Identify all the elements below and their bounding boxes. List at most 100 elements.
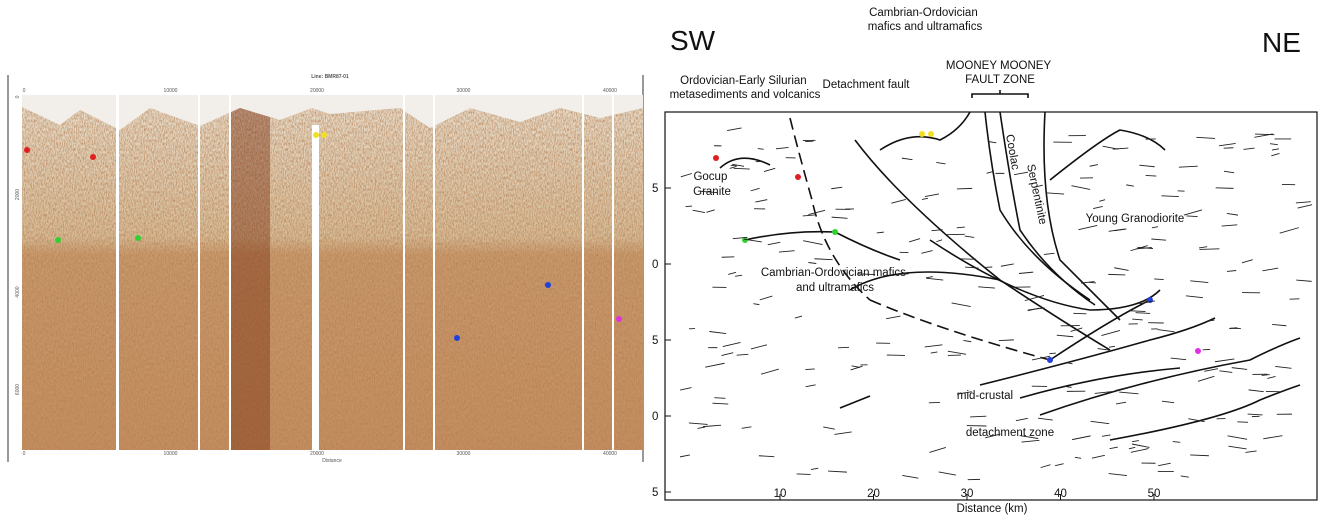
y-tick-label: 0 — [652, 259, 658, 271]
reflector-dash — [1271, 153, 1279, 155]
reflector-dash — [1071, 328, 1083, 331]
reflector-dash — [814, 259, 832, 260]
x-tick-label: 30000 — [457, 451, 471, 457]
label: Cambrian-Ordovician mafics and ultramafi… — [761, 267, 909, 294]
ne-label: NE — [1262, 27, 1301, 58]
reflector-dash — [925, 194, 939, 197]
y-tick-label: 2000 — [15, 189, 21, 200]
reflector-dash — [1228, 446, 1246, 449]
y-tick-label: 0 — [652, 411, 658, 423]
reflector-dash — [1173, 442, 1181, 443]
x-tick-label: 10000 — [164, 451, 178, 457]
reflector-dash — [1270, 144, 1278, 145]
reflector-dash — [1272, 324, 1286, 325]
reflector-dash — [831, 187, 842, 189]
reflector-dash — [1075, 457, 1081, 458]
x-tick-label: 30000 — [457, 88, 471, 94]
x-tick-label: 40000 — [603, 88, 617, 94]
reflector-dash — [714, 398, 725, 399]
reflector-dash — [758, 149, 764, 150]
reflector-dash — [1158, 463, 1170, 466]
reflector-dash — [1057, 335, 1073, 337]
reflector-dash — [1103, 146, 1119, 149]
reflector-dash — [1019, 272, 1033, 273]
reflector-dash — [1280, 228, 1299, 234]
label: Young Granodiorite — [1086, 213, 1185, 225]
x-tick-label: 40000 — [603, 451, 617, 457]
reflector-dash — [957, 227, 965, 228]
label-line: FAULT ZONE — [965, 74, 1035, 86]
reflector-dash — [1072, 436, 1090, 440]
reflector-dash — [723, 342, 741, 346]
reflector-dash — [1126, 185, 1134, 186]
reflector-dash — [921, 251, 932, 254]
reflector-dash — [832, 217, 848, 218]
reflector-dash — [1228, 436, 1248, 440]
reflector-dash — [828, 471, 847, 472]
reflector-dash — [965, 236, 974, 237]
reflector-dash — [709, 332, 726, 334]
reflector-dash — [1227, 213, 1238, 215]
reflector-dash — [803, 215, 815, 216]
reflector-dash — [1110, 447, 1118, 449]
reflector-dash — [1022, 440, 1040, 442]
reflector-dash — [1219, 143, 1236, 145]
reflector-dash — [1066, 363, 1072, 364]
reflector-dash — [1001, 264, 1014, 266]
reflector-dash — [1091, 421, 1110, 423]
label-line: Ordovician-Early Silurian — [680, 75, 807, 87]
reflector-dash — [808, 210, 825, 214]
reflector-dash — [1296, 280, 1311, 281]
reflector-dash — [764, 168, 775, 171]
reflector-dash — [728, 272, 736, 274]
reflector-dash — [987, 171, 994, 173]
y-tick-label: 5 — [652, 487, 658, 499]
reflector-dash — [929, 447, 945, 452]
reflector-dash — [1131, 311, 1146, 312]
reflector-dash — [823, 427, 835, 429]
label-line: Gocup — [693, 171, 727, 183]
reflector-dash — [753, 304, 759, 305]
reflector-dash — [886, 316, 900, 319]
reflector-dash — [1196, 137, 1215, 138]
reflector-dash — [965, 267, 978, 268]
reflector-dash — [852, 366, 860, 368]
reflector-dash — [922, 198, 928, 199]
reflector-dash — [693, 210, 705, 212]
reflector-dash — [1190, 455, 1209, 456]
reflector-dash — [1099, 200, 1105, 202]
reflector-dash — [1152, 227, 1158, 228]
reflector-dash — [1073, 313, 1086, 314]
reflector-dash — [1102, 435, 1110, 436]
reflector-dash — [742, 427, 752, 428]
right-x-label: Distance (km) — [957, 503, 1028, 515]
reflector-dash — [1132, 441, 1139, 442]
label: Cambrian-Ordovician mafics and ultramafi… — [868, 7, 983, 33]
reflector-dash — [1132, 444, 1149, 447]
reflector-dash — [970, 416, 986, 417]
reflector-dash — [755, 200, 767, 202]
reflector-dash — [936, 240, 942, 242]
reflector-dash — [891, 199, 905, 203]
reflector-dash — [1151, 239, 1166, 240]
reflector-dash — [703, 425, 721, 426]
reflector-dash — [902, 475, 918, 478]
reflector-dash — [1162, 401, 1174, 403]
reflector-dash — [737, 354, 749, 355]
reflector-dash — [1215, 359, 1234, 362]
reflector-dash — [1132, 319, 1143, 320]
reflector-dash — [1146, 175, 1157, 176]
reflector-dash — [952, 303, 971, 307]
reflector-dash — [1171, 358, 1186, 360]
reflector-dash — [1179, 166, 1198, 167]
label: Ordovician-Early Silurian metasediments … — [670, 75, 821, 101]
reflector-dash — [948, 351, 966, 354]
reflector-dash — [1222, 225, 1238, 226]
reflector-dash — [806, 385, 816, 387]
reflector-dash — [1181, 476, 1189, 477]
reflector-dash — [1055, 464, 1063, 466]
reflector-dash — [1109, 474, 1127, 476]
reflector-dash — [1108, 274, 1125, 275]
y-tick-label: 5 — [652, 335, 658, 347]
reflector-dash — [931, 352, 938, 353]
